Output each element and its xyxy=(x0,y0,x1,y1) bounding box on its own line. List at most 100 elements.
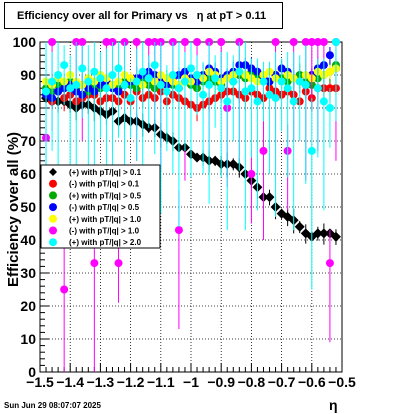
data-point xyxy=(42,87,51,96)
data-point xyxy=(229,77,238,86)
x-tick-label: −0.8 xyxy=(238,374,266,390)
legend-entry: (+) with pT/|q| > 2.0 xyxy=(69,238,142,247)
data-point xyxy=(54,71,63,79)
data-point xyxy=(307,38,316,46)
y-tick-label: 70 xyxy=(20,133,36,149)
data-point xyxy=(72,80,81,89)
y-tick-label: 60 xyxy=(20,166,36,182)
data-point xyxy=(271,94,280,103)
datestamp: Sun Jun 29 08:07:07 2025 xyxy=(4,401,101,410)
data-point xyxy=(301,38,310,46)
legend-marker xyxy=(49,168,57,176)
data-point xyxy=(150,61,159,70)
data-point xyxy=(96,74,105,83)
legend-entry: (-) with pT/|q| > 1.0 xyxy=(69,227,140,236)
legend-entry: (+) with pT/|q| > 0.5 xyxy=(69,191,142,200)
data-point xyxy=(144,74,153,83)
data-point xyxy=(264,192,275,203)
data-point xyxy=(313,38,322,46)
data-point xyxy=(325,67,334,76)
data-point xyxy=(247,84,256,93)
data-point xyxy=(295,77,304,86)
data-point xyxy=(156,80,165,89)
x-tick-label: −0.7 xyxy=(268,374,296,390)
data-point xyxy=(193,71,202,79)
y-tick-label: 0 xyxy=(28,364,36,380)
data-point xyxy=(102,84,111,93)
data-point xyxy=(199,90,208,99)
data-point xyxy=(108,71,117,79)
x-tick-label: −0.6 xyxy=(298,374,326,390)
data-point xyxy=(312,228,323,239)
data-point xyxy=(301,80,310,89)
data-point xyxy=(78,64,87,73)
data-point xyxy=(132,38,141,46)
y-tick-label: 90 xyxy=(20,67,36,83)
y-tick-label: 80 xyxy=(20,100,36,116)
data-point xyxy=(325,104,334,112)
legend-marker xyxy=(49,179,57,188)
data-point xyxy=(192,152,203,163)
data-point xyxy=(126,94,135,103)
legend-entry: (-) with pT/|q| > 0.5 xyxy=(69,203,140,212)
data-point xyxy=(223,97,232,106)
y-tick-label: 100 xyxy=(13,34,37,50)
data-point xyxy=(78,38,87,46)
data-point xyxy=(265,90,274,99)
legend-marker xyxy=(49,203,57,212)
legend-entry: (+) with pT/|q| > 0.1 xyxy=(69,168,142,177)
y-tick-label: 10 xyxy=(20,331,36,347)
legend-marker xyxy=(49,238,57,247)
data-point xyxy=(277,77,286,86)
y-axis-label: Efficiency over all (%) xyxy=(5,131,22,287)
data-point xyxy=(325,51,334,60)
legend-entry: (+) with pT/|q| > 1.0 xyxy=(69,215,142,224)
data-point xyxy=(294,221,305,232)
data-point xyxy=(114,259,123,268)
x-tick-label: −1 xyxy=(183,374,199,390)
y-tick-label: 30 xyxy=(20,265,36,281)
x-axis-label: η xyxy=(329,397,338,413)
data-point xyxy=(319,38,328,46)
data-point xyxy=(120,80,129,89)
data-point xyxy=(102,38,111,46)
data-point xyxy=(217,38,226,46)
x-tick-label: −1.3 xyxy=(87,374,115,390)
data-point xyxy=(247,170,256,178)
data-point xyxy=(211,74,220,83)
data-point xyxy=(289,97,298,106)
y-tick-label: 40 xyxy=(20,232,36,248)
x-tick-label: −0.9 xyxy=(207,374,235,390)
x-tick-label: −1.5 xyxy=(26,374,54,390)
y-tick-label: 20 xyxy=(20,298,36,314)
x-tick-label: −1.1 xyxy=(147,374,175,390)
data-point xyxy=(66,84,75,93)
data-point xyxy=(319,97,328,106)
data-point xyxy=(144,38,153,46)
data-point xyxy=(205,80,214,89)
data-point xyxy=(289,38,298,46)
legend-entry: (-) with pT/|q| > 0.1 xyxy=(69,180,140,189)
data-point xyxy=(187,64,195,73)
series-group xyxy=(42,38,340,290)
legend-marker xyxy=(49,214,57,223)
data-point xyxy=(271,38,280,46)
data-point xyxy=(60,285,69,294)
data-point xyxy=(283,84,292,93)
data-point xyxy=(193,38,202,46)
x-tick-label: −0.5 xyxy=(328,374,356,390)
data-point xyxy=(325,259,334,268)
data-point xyxy=(138,67,147,76)
data-point xyxy=(307,146,316,155)
data-point xyxy=(114,64,123,73)
data-point xyxy=(235,67,244,76)
x-tick-label: −1.4 xyxy=(56,374,84,390)
data-point xyxy=(162,87,171,96)
data-point xyxy=(168,71,177,79)
data-point xyxy=(217,84,226,93)
data-point xyxy=(174,226,183,235)
data-point xyxy=(253,97,262,106)
data-point xyxy=(48,77,57,86)
data-point xyxy=(90,67,99,76)
